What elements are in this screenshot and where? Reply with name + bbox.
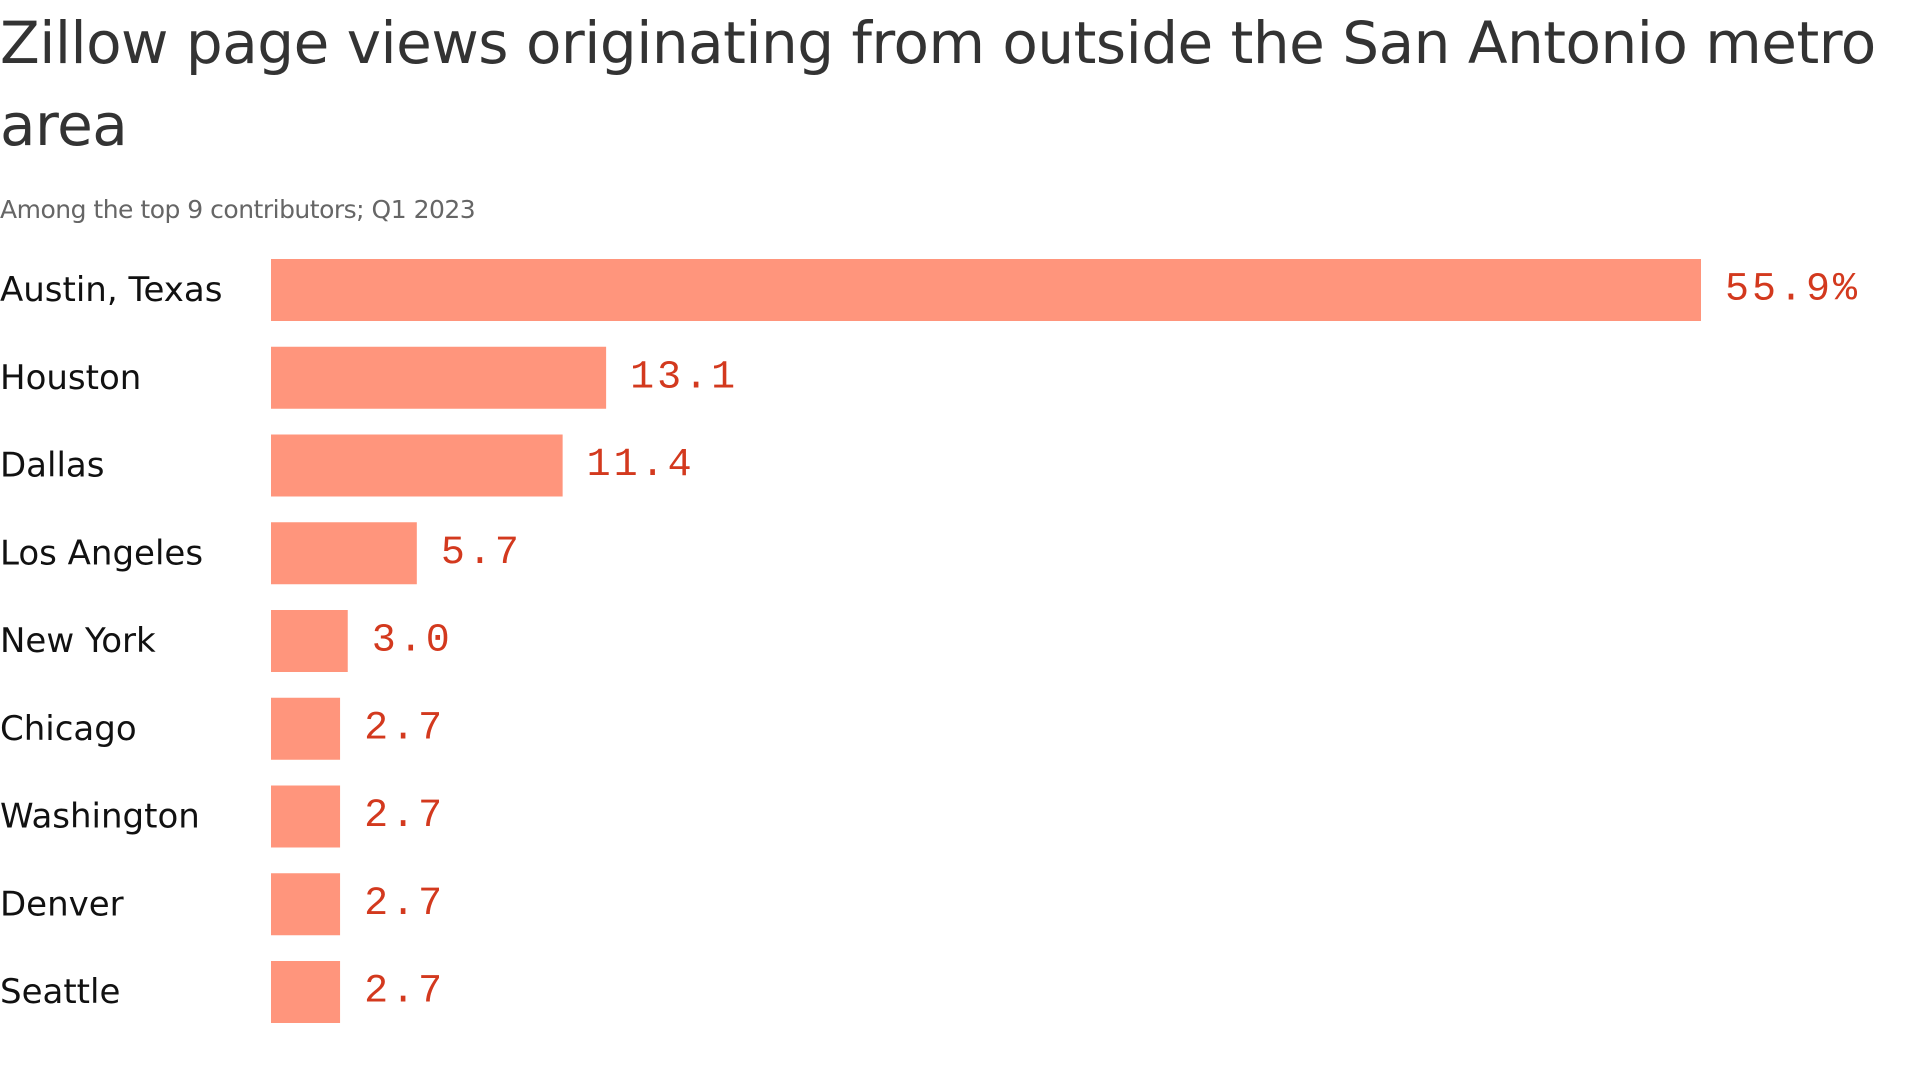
bar [271, 610, 348, 672]
value-label: 2.7 [364, 706, 445, 751]
category-label: Washington [0, 797, 200, 837]
value-label: 13.1 [630, 355, 738, 400]
category-label: Houston [0, 358, 141, 398]
value-label: 55.9% [1725, 268, 1860, 313]
bar [271, 785, 341, 848]
bar [271, 873, 341, 936]
value-label: 2.7 [364, 970, 445, 1015]
value-label: 3.0 [372, 619, 453, 664]
category-label: Los Angeles [0, 533, 203, 573]
bar [271, 346, 607, 409]
category-label: Denver [0, 884, 124, 924]
bar [271, 434, 563, 497]
bar [271, 697, 341, 760]
category-label: Dallas [0, 446, 104, 486]
value-label: 2.7 [364, 882, 445, 927]
category-label: New York [0, 621, 156, 661]
value-label: 11.4 [587, 443, 695, 488]
chart-subtitle: Among the top 9 contributors; Q1 2023 [0, 195, 476, 224]
category-label: Austin, Texas [0, 270, 222, 310]
bar [271, 522, 417, 585]
value-label: 2.7 [364, 794, 445, 839]
category-label: Chicago [0, 709, 137, 749]
value-label: 5.7 [441, 531, 522, 576]
chart-title: Zillow page views originating from outsi… [0, 9, 1876, 159]
category-label: Seattle [0, 972, 120, 1012]
bar [271, 961, 341, 1023]
bar [271, 259, 1701, 321]
